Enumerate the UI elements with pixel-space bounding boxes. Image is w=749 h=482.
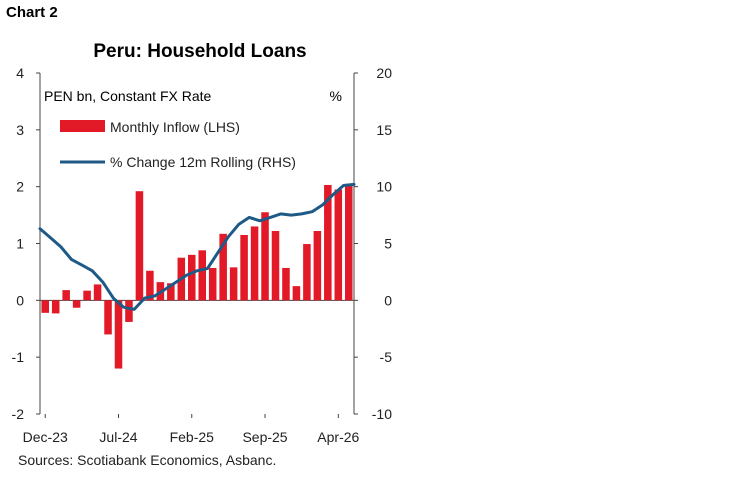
right-tick-label: -5: [380, 349, 393, 365]
inflow-bar: [93, 284, 102, 301]
inflow-bar: [282, 267, 290, 301]
inflow-bar: [51, 300, 60, 314]
right-tick-label: 10: [376, 179, 392, 195]
inflow-bar: [334, 189, 343, 301]
inflow-bar: [271, 230, 280, 301]
legend-label-line: % Change 12m Rolling (RHS): [110, 154, 296, 170]
inflow-bar: [198, 250, 207, 301]
legend-swatch-bar: [60, 120, 105, 132]
x-tick-label: Apr-26: [317, 429, 359, 445]
inflow-bar: [292, 286, 301, 301]
left-tick-label: 4: [16, 65, 24, 81]
inflow-bar: [261, 212, 269, 301]
x-tick-label: Feb-25: [170, 429, 215, 445]
left-tick-label: 3: [16, 122, 24, 138]
inflow-bar: [219, 233, 227, 301]
inflow-bar: [146, 270, 154, 301]
inflow-bar: [135, 191, 144, 301]
left-tick-label: -1: [12, 349, 25, 365]
inflow-bar: [187, 254, 196, 301]
right-tick-label: 20: [376, 65, 392, 81]
inflow-bar: [104, 300, 112, 335]
right-tick-label: 0: [384, 292, 392, 308]
chart-title: Peru: Household Loans: [93, 41, 306, 62]
right-axis-unit-note: %: [330, 88, 342, 104]
right-tick-label: 15: [376, 122, 392, 138]
x-tick-label: Jul-24: [99, 429, 137, 445]
inflow-bar: [344, 183, 353, 301]
inflow-bar: [83, 290, 91, 301]
inflow-bar: [62, 290, 70, 301]
inflow-bar: [114, 300, 123, 369]
inflow-bar: [125, 300, 133, 322]
inflow-bar: [41, 300, 50, 313]
inflow-bar: [240, 234, 248, 301]
right-tick-label: -10: [372, 406, 392, 422]
inflow-bar: [303, 244, 311, 301]
inflow-bar: [167, 283, 175, 301]
inflow-bar: [208, 267, 217, 301]
inflow-bar: [324, 184, 332, 301]
chart-number: Chart 2: [6, 4, 58, 21]
x-tick-label: Dec-23: [23, 429, 68, 445]
x-tick-label: Sep-25: [242, 429, 287, 445]
inflow-bar: [72, 300, 81, 308]
left-tick-label: 2: [16, 179, 24, 195]
rolling-change-line: [38, 182, 356, 311]
right-tick-label: 5: [384, 236, 392, 252]
left-tick-label: 1: [16, 236, 24, 252]
line-series: [38, 182, 356, 311]
legend: Monthly Inflow (LHS) % Change 12m Rolling…: [60, 119, 296, 170]
inflow-bar: [313, 230, 322, 301]
sources-note: Sources: Scotiabank Economics, Asbanc.: [18, 452, 277, 468]
inflow-bar: [250, 226, 259, 301]
left-axis-unit-note: PEN bn, Constant FX Rate: [44, 88, 212, 104]
left-tick-label: -2: [12, 406, 25, 422]
legend-label-bar: Monthly Inflow (LHS): [110, 119, 240, 135]
left-tick-label: 0: [16, 292, 24, 308]
inflow-bar: [229, 267, 238, 301]
